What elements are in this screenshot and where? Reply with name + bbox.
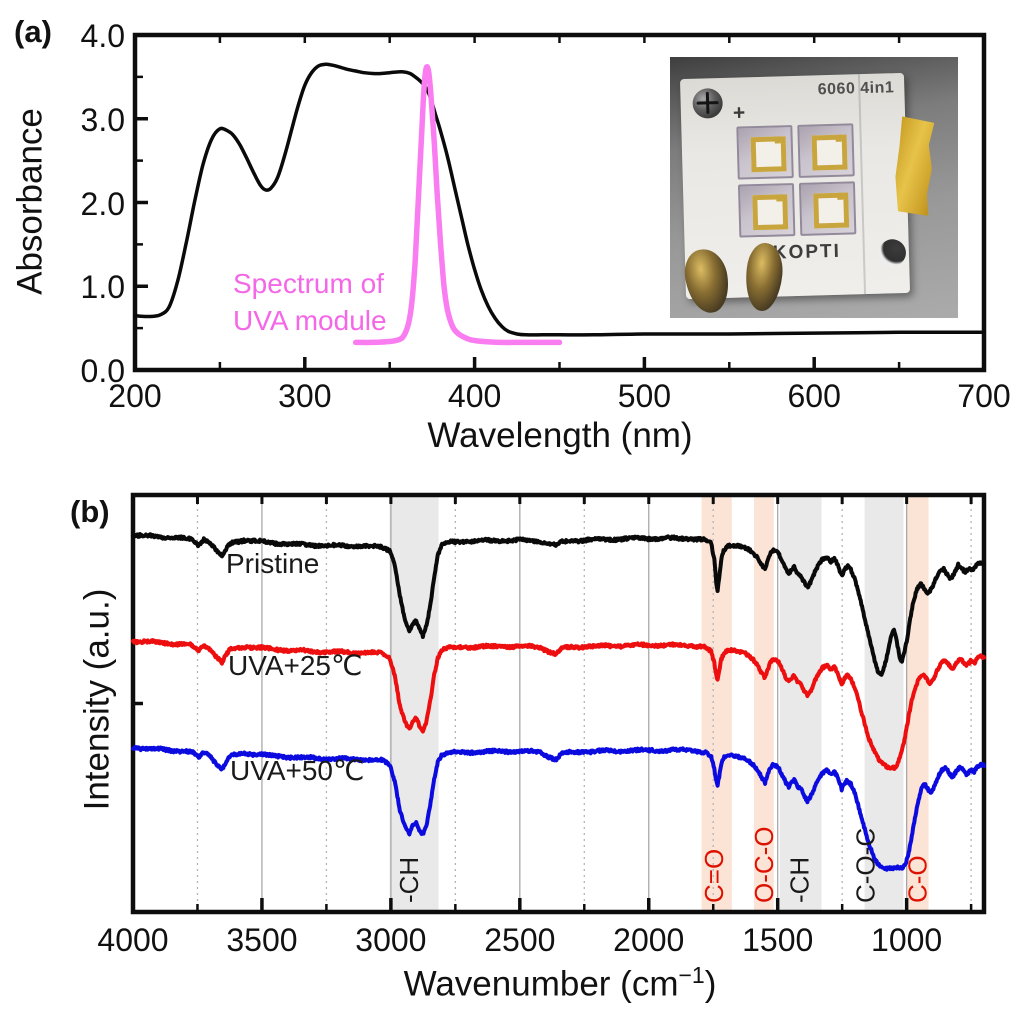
panel-a-y-tick-label: 2.0 bbox=[80, 185, 125, 222]
panel-b-x-tick-label: 3000 bbox=[355, 922, 427, 958]
panel-b-x-tick-label: 4000 bbox=[97, 922, 169, 958]
curve-uva-50- bbox=[131, 744, 986, 872]
brand-text: KOPTI bbox=[772, 240, 842, 264]
panel-b-x-tick-label: 2000 bbox=[613, 922, 685, 958]
curve-label-pristine: Pristine bbox=[226, 548, 320, 579]
panel-a-x-tick-label: 700 bbox=[957, 378, 1011, 414]
band-label-c-o-c: C-O-C bbox=[850, 828, 880, 903]
curve-absorbance bbox=[133, 62, 986, 337]
annotation-line-1: Spectrum of bbox=[233, 268, 384, 299]
polarity-plus-label: + bbox=[732, 101, 746, 125]
band-label-c-o: C=O bbox=[699, 849, 729, 903]
panel-a-y-axis-label: Absorbance bbox=[10, 108, 50, 295]
band-label-c-o: C-O bbox=[902, 855, 932, 903]
screw-icon bbox=[692, 87, 724, 119]
panel-a-x-tick-label: 500 bbox=[617, 378, 672, 414]
led-chip bbox=[737, 183, 796, 238]
led-gold-ring bbox=[750, 136, 787, 173]
led-gold-ring bbox=[813, 192, 850, 229]
annotation-line-2: UVA module bbox=[233, 304, 387, 336]
curve-label-uva-25c: UVA+25℃ bbox=[228, 650, 363, 681]
band-label-o-c-o: O-C-O bbox=[749, 826, 779, 903]
panel-a-x-axis-label: Wavelength (nm) bbox=[427, 416, 693, 455]
panel-b-x-tick-label: 1000 bbox=[871, 922, 943, 958]
panel-b-tag: (b) bbox=[70, 494, 110, 529]
panel-b-x-tick-label: 1500 bbox=[742, 922, 814, 958]
panel-a-x-tick-label: 300 bbox=[278, 378, 332, 414]
panel-a-x-tick-label: 200 bbox=[108, 378, 162, 414]
panel-a-tag: (a) bbox=[14, 14, 52, 49]
panel-a-y-tick-label: 1.0 bbox=[80, 269, 125, 306]
panel-a-x-tick-label: 600 bbox=[787, 378, 841, 414]
x-label-superscript: −1 bbox=[678, 962, 705, 988]
panel-a-x-tick-label: 400 bbox=[447, 378, 502, 414]
curve-uva-spectrum bbox=[352, 64, 563, 346]
highlight-band bbox=[864, 497, 904, 910]
curve-uva-25- bbox=[131, 638, 986, 771]
highlight-band bbox=[753, 497, 774, 910]
module-model-text: 6060 4in1 bbox=[817, 79, 895, 99]
panel-b-x-tick-label: 3500 bbox=[226, 922, 298, 958]
board-seam bbox=[857, 74, 867, 295]
led-gold-tab bbox=[774, 136, 781, 144]
curve-pristine bbox=[131, 532, 986, 677]
led-gold-tab bbox=[776, 194, 783, 202]
panel-b-x-tick-label: 2500 bbox=[484, 922, 556, 958]
led-chip bbox=[736, 125, 794, 180]
led-chip-grid bbox=[736, 123, 857, 238]
uva-module-photo: + 6060 4in1 KOPTI bbox=[670, 57, 958, 318]
x-label-main: Wavenumber (cm bbox=[403, 964, 679, 1004]
screw-slot bbox=[705, 91, 710, 114]
panel-b-x-axis-label: Wavenumber (cm−1) bbox=[340, 964, 780, 1002]
led-chip bbox=[797, 123, 855, 178]
led-gold-tab bbox=[837, 192, 844, 200]
band-label--ch: -CH bbox=[785, 857, 815, 903]
panel-a-y-tick-label: 4.0 bbox=[80, 18, 125, 54]
x-label-end: ) bbox=[704, 964, 717, 1004]
panel-a-y-tick-label: 3.0 bbox=[80, 101, 125, 138]
band-label--ch: -CH bbox=[394, 857, 424, 903]
led-chip bbox=[798, 181, 857, 236]
led-gold-ring bbox=[752, 194, 789, 231]
panel-b-y-axis-label: Intensity (a.u.) bbox=[77, 588, 117, 811]
curve-label-uva-50c: UVA+50℃ bbox=[230, 755, 365, 786]
led-gold-ring bbox=[811, 134, 848, 171]
mounting-hole bbox=[878, 238, 907, 267]
uva-spectrum-annotation: Spectrum of UVA module bbox=[233, 266, 387, 340]
led-gold-tab bbox=[835, 134, 842, 142]
panel-a-y-tick-label: 0.0 bbox=[80, 353, 125, 389]
